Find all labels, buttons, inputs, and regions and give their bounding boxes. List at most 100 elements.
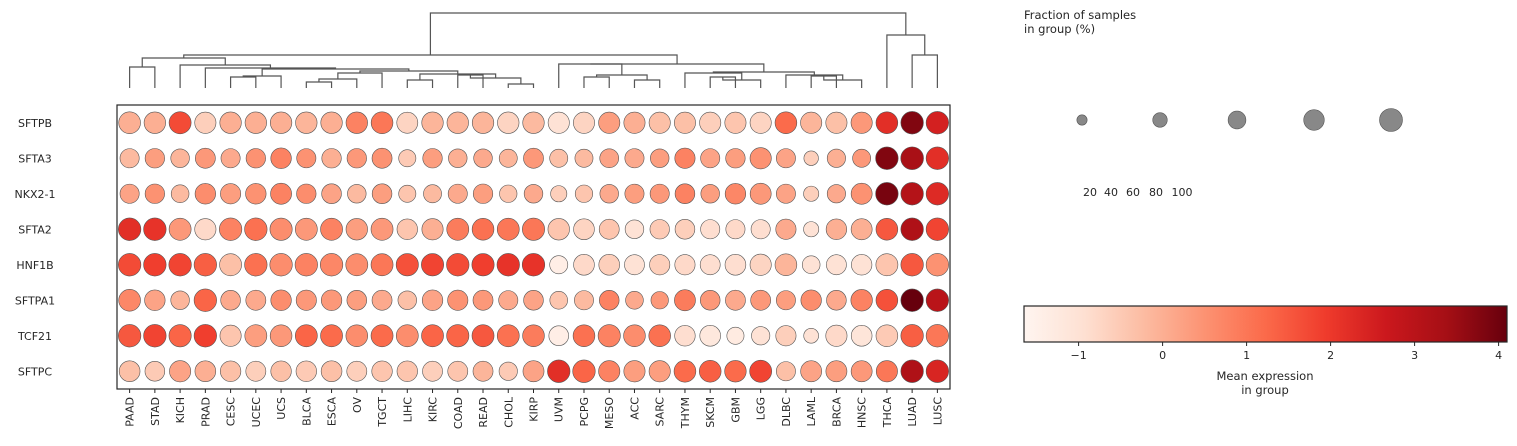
dot-sftpb-thca bbox=[875, 111, 899, 134]
dot-sftpc-kirc bbox=[422, 360, 443, 382]
dot-sfta2-skcm bbox=[700, 219, 721, 240]
dot-nkx2-1-kich bbox=[170, 184, 190, 203]
dot-hnf1b-lgg bbox=[749, 253, 772, 276]
dot-hnf1b-meso bbox=[598, 254, 620, 276]
size-legend-title-line-1: Fraction of samples bbox=[1024, 8, 1136, 22]
group-label-paad: PAAD bbox=[124, 397, 137, 427]
dot-nkx2-1-cesc bbox=[220, 183, 242, 205]
group-label-read: READ bbox=[477, 397, 490, 428]
dot-sfta2-stad bbox=[143, 217, 167, 241]
dot-tcf21-gbm bbox=[726, 326, 745, 345]
dot-tcf21-prad bbox=[193, 324, 217, 348]
group-label-sarc: SARC bbox=[654, 397, 667, 427]
dot-sfta2-acc bbox=[624, 219, 645, 239]
dot-tcf21-uvm bbox=[548, 325, 569, 346]
dot-hnf1b-kirc bbox=[421, 253, 444, 277]
dot-sftpa1-meso bbox=[599, 290, 620, 311]
group-label-thym: THYM bbox=[679, 397, 692, 429]
dot-sftpa1-tgct bbox=[371, 289, 393, 311]
size-legend-label-100: 100 bbox=[1172, 186, 1193, 199]
dot-sfta3-lihc bbox=[398, 149, 417, 168]
dot-sftpc-coad bbox=[447, 360, 469, 382]
dot-sftpb-luad bbox=[900, 111, 924, 135]
dot-sftpc-chol bbox=[498, 361, 518, 381]
dot-sfta2-pcpg bbox=[573, 218, 595, 240]
dot-sftpb-esca bbox=[320, 111, 343, 134]
dot-sfta2-ucs bbox=[269, 217, 293, 241]
dot-sfta2-kirc bbox=[421, 218, 444, 241]
dot-tcf21-blca bbox=[294, 324, 318, 348]
dot-sftpc-pcpg bbox=[572, 359, 596, 383]
dot-sftpb-blca bbox=[295, 111, 318, 134]
dot-sftpa1-cesc bbox=[220, 290, 241, 311]
dot-tcf21-kirp bbox=[522, 324, 545, 347]
dot-tcf21-kirc bbox=[421, 324, 444, 348]
dot-sftpa1-coad bbox=[447, 289, 469, 311]
size-legend-label-40: 40 bbox=[1104, 186, 1118, 199]
dot-sfta3-lusc bbox=[925, 146, 949, 170]
dot-sftpc-kich bbox=[169, 360, 192, 383]
dot-sftpc-paad bbox=[118, 360, 141, 382]
dot-nkx2-1-hnsc bbox=[850, 182, 873, 205]
group-label-lgg: LGG bbox=[755, 397, 768, 420]
dot-sfta2-tgct bbox=[370, 217, 394, 241]
size-legend-label-60: 60 bbox=[1126, 186, 1140, 199]
group-label-kirp: KIRP bbox=[528, 397, 541, 422]
dot-sfta2-gbm bbox=[725, 219, 746, 240]
dot-sfta2-blca bbox=[294, 217, 318, 241]
dot-tcf21-dlbc bbox=[775, 325, 797, 347]
dot-hnf1b-ucs bbox=[269, 253, 293, 277]
dot-sftpb-lihc bbox=[396, 111, 419, 134]
gene-label-sftpa1: SFTPA1 bbox=[15, 294, 55, 307]
dot-sftpb-uvm bbox=[547, 111, 570, 134]
dot-sfta3-esca bbox=[321, 148, 342, 169]
dot-sftpa1-ov bbox=[346, 290, 367, 311]
group-label-meso: MESO bbox=[603, 397, 616, 429]
dot-sfta3-thca bbox=[875, 146, 899, 170]
dot-sftpa1-chol bbox=[498, 290, 519, 311]
dot-tcf21-skcm bbox=[699, 325, 721, 347]
dot-tcf21-coad bbox=[446, 324, 470, 348]
dot-nkx2-1-brca bbox=[826, 184, 846, 204]
dot-hnf1b-cesc bbox=[219, 253, 242, 277]
dot-sfta3-blca bbox=[296, 148, 317, 169]
dot-sfta2-hnsc bbox=[850, 218, 873, 241]
dot-hnf1b-read bbox=[471, 253, 495, 277]
dot-sfta2-ucec bbox=[244, 217, 268, 241]
dot-tcf21-paad bbox=[118, 324, 142, 348]
dot-sftpb-lusc bbox=[925, 111, 949, 135]
dot-sfta3-ucec bbox=[245, 148, 266, 169]
dot-sftpc-thca bbox=[875, 360, 898, 383]
dot-nkx2-1-kirp bbox=[523, 184, 544, 204]
dot-hnf1b-ov bbox=[345, 253, 369, 277]
dot-sftpa1-thym bbox=[674, 289, 696, 312]
dot-sftpa1-read bbox=[472, 289, 494, 311]
group-label-thca: THCA bbox=[881, 397, 894, 429]
dot-tcf21-hnsc bbox=[850, 325, 873, 347]
dot-sfta3-kich bbox=[170, 148, 190, 168]
dot-hnf1b-dlbc bbox=[774, 253, 798, 276]
dendrogram-link bbox=[507, 83, 535, 88]
dot-nkx2-1-stad bbox=[144, 183, 165, 204]
dot-sftpb-ov bbox=[345, 111, 368, 134]
dot-sftpb-kirc bbox=[421, 111, 444, 134]
dot-tcf21-thca bbox=[875, 324, 899, 347]
dot-sfta3-pcpg bbox=[574, 148, 594, 168]
dot-sftpa1-uvm bbox=[549, 291, 568, 310]
dendrogram-link bbox=[204, 67, 337, 88]
dot-sftpa1-stad bbox=[144, 289, 166, 311]
dot-nkx2-1-esca bbox=[321, 183, 342, 204]
dot-hnf1b-chol bbox=[496, 253, 520, 277]
group-label-kich: KICH bbox=[174, 397, 187, 423]
dot-tcf21-lusc bbox=[925, 324, 949, 348]
dot-nkx2-1-paad bbox=[119, 183, 140, 204]
dot-sftpc-ucs bbox=[270, 360, 292, 382]
dot-nkx2-1-ov bbox=[347, 184, 367, 204]
dot-sftpc-lihc bbox=[396, 360, 418, 382]
dot-tcf21-ucs bbox=[269, 324, 293, 347]
group-label-ov: OV bbox=[351, 397, 364, 413]
dot-sfta2-kirp bbox=[522, 217, 545, 241]
dot-tcf21-cesc bbox=[219, 324, 242, 347]
dot-sftpa1-laml bbox=[800, 289, 822, 311]
group-label-pcpg: PCPG bbox=[578, 397, 591, 426]
